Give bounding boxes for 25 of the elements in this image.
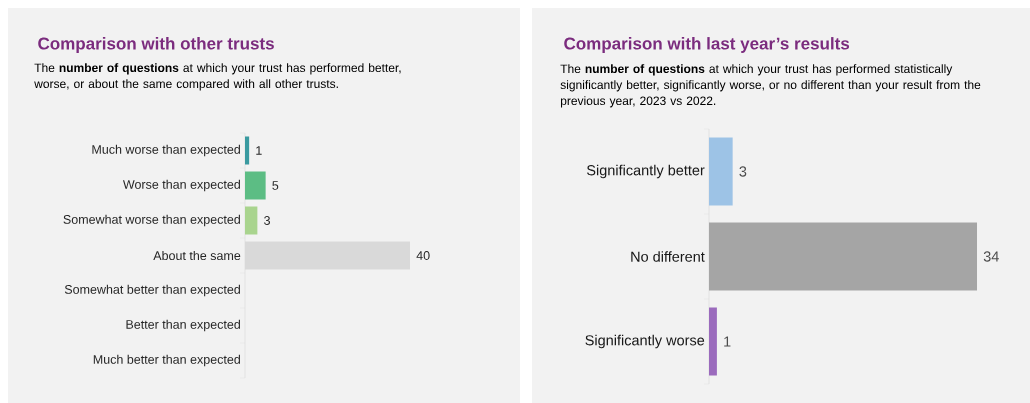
chart-subtitle: The number of questions at which your trust has performed statistically significantly better, significantly worse, or no different than your result from the previous year, 2023 vs 2022. <box>560 64 981 108</box>
chart-subtitle: The number of questions at which your trust has performed better, worse, or about the same compared with all other trusts. <box>34 63 401 91</box>
bar <box>245 241 411 270</box>
bar <box>245 136 250 165</box>
y-tick-label: Somewhat better than expected <box>64 284 240 297</box>
y-tick-label: Much worse than expected <box>92 144 240 157</box>
data-label: 1 <box>724 336 731 347</box>
y-tick-label: Better than expected <box>126 319 240 332</box>
data-label: 3 <box>739 166 747 177</box>
y-tick-label: Significantly worse <box>585 334 705 349</box>
y-tick-label: Worse than expected <box>122 179 240 192</box>
data-label: 5 <box>272 181 279 190</box>
data-label: 34 <box>983 251 999 262</box>
data-label: 1 <box>256 146 262 155</box>
chart-title: Comparison with last year’s results <box>564 37 850 53</box>
chart-title: Comparison with other trusts <box>38 37 274 53</box>
y-tick-label: No different <box>631 251 705 262</box>
data-label: 3 <box>264 216 270 225</box>
y-tick-label: Somewhat worse than expected <box>63 214 240 227</box>
y-tick-label: Significantly better <box>586 164 705 179</box>
bar <box>245 171 266 200</box>
data-label: 40 <box>416 251 430 260</box>
y-tick-label: Much better than expected <box>93 354 240 367</box>
y-tick-label: About the same <box>153 250 241 261</box>
bar <box>245 206 258 235</box>
